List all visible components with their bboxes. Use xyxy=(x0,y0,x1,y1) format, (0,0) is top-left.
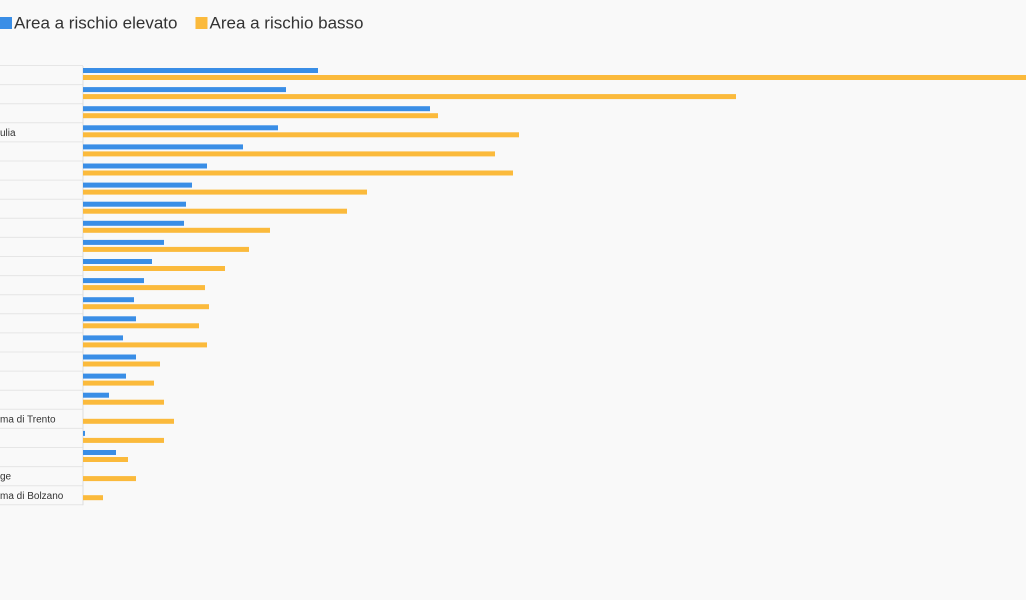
bar xyxy=(83,430,85,436)
bar xyxy=(83,297,134,303)
bar xyxy=(83,304,209,310)
bar xyxy=(83,246,249,252)
bar xyxy=(83,87,286,93)
bar xyxy=(83,151,495,157)
bar xyxy=(83,457,128,462)
bar xyxy=(83,113,438,119)
bar xyxy=(83,227,270,233)
legend-swatch xyxy=(195,17,208,29)
bar xyxy=(83,361,160,367)
bar xyxy=(83,399,164,405)
bar xyxy=(83,144,243,150)
bar xyxy=(83,323,199,329)
category-label: ma di Bolzano xyxy=(0,491,64,502)
bar xyxy=(83,380,154,386)
bar xyxy=(83,418,174,424)
bar xyxy=(83,259,152,264)
category-label: ulia xyxy=(0,128,16,139)
bar xyxy=(83,316,136,322)
bar xyxy=(83,437,164,443)
bar xyxy=(83,476,136,482)
bar xyxy=(83,68,318,73)
legend-label: Area a rischio elevato xyxy=(14,13,177,32)
category-label: ma di Trento xyxy=(0,414,56,425)
bar xyxy=(83,201,186,207)
bar xyxy=(83,335,123,341)
bar xyxy=(83,163,207,169)
bar xyxy=(83,208,347,214)
bar xyxy=(83,106,430,112)
bar xyxy=(83,278,144,284)
bar xyxy=(83,354,136,360)
category-label: ge xyxy=(0,472,12,483)
bar xyxy=(83,170,513,176)
legend-swatch xyxy=(0,17,12,29)
bar xyxy=(83,75,1026,80)
bar xyxy=(83,392,109,398)
bar xyxy=(83,132,519,138)
bar xyxy=(83,373,126,379)
bar xyxy=(83,285,205,291)
bar xyxy=(83,94,736,100)
bar xyxy=(83,450,116,455)
legend-label: Area a rischio basso xyxy=(209,13,363,32)
bar xyxy=(83,182,192,188)
bar xyxy=(83,342,207,348)
bar xyxy=(83,495,103,501)
bar xyxy=(83,239,164,245)
bar xyxy=(83,189,367,195)
bar xyxy=(83,266,225,271)
bar xyxy=(83,220,184,226)
bar xyxy=(83,125,278,131)
